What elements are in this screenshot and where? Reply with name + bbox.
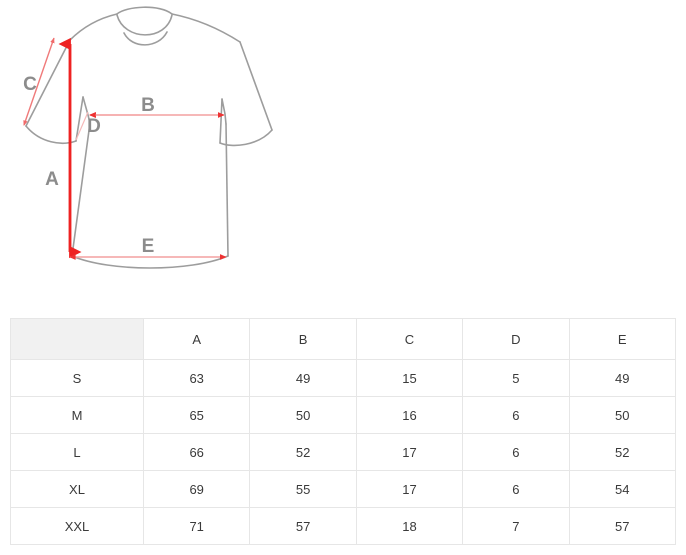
cell-d: 6 — [462, 433, 570, 471]
right-shoulder-line — [171, 13, 241, 43]
right-armhole-line — [221, 98, 227, 125]
cell-c: 17 — [355, 433, 464, 471]
collar-inner-line — [116, 14, 173, 36]
cell-c: 16 — [355, 396, 464, 434]
measure-arrow-d-guide — [75, 111, 89, 141]
measurement-diagram: C A D B E — [23, 6, 273, 269]
cell-c: 17 — [355, 470, 464, 508]
cell-a: 66 — [142, 433, 251, 471]
table-row: S 63 49 15 5 49 — [10, 359, 676, 397]
right-sleeve-outer-line — [239, 41, 273, 131]
header-col-c: C — [355, 318, 464, 360]
table-row: XXL 71 57 18 7 57 — [10, 507, 676, 545]
row-size-label: XXL — [10, 507, 144, 545]
cell-e: 52 — [568, 433, 676, 471]
right-sleeve-inner-line — [219, 98, 223, 144]
header-col-b: B — [249, 318, 357, 360]
table-row: XL 69 55 17 6 54 — [10, 470, 676, 508]
table-header: A B C D E — [10, 318, 676, 360]
cell-e: 49 — [568, 359, 676, 397]
right-side-seam-line — [225, 123, 229, 257]
cell-c: 15 — [355, 359, 464, 397]
header-row: A B C D E — [10, 318, 676, 360]
cell-d: 6 — [462, 470, 570, 508]
cell-a: 71 — [142, 507, 251, 545]
size-table-container: A B C D E S 63 49 15 5 49 M 65 — [10, 318, 676, 545]
cell-e: 57 — [568, 507, 676, 545]
cell-c: 18 — [355, 507, 464, 545]
collar-band-line — [123, 31, 168, 46]
diagram-label-b: B — [141, 95, 155, 116]
measure-arrow-c — [23, 37, 55, 126]
cell-d: 6 — [462, 396, 570, 434]
tshirt-outline — [25, 6, 273, 269]
cell-d: 7 — [462, 507, 570, 545]
cell-b: 49 — [249, 359, 357, 397]
header-corner-cell — [10, 318, 144, 360]
cell-a: 65 — [142, 396, 251, 434]
header-col-a: A — [142, 318, 251, 360]
header-col-e: E — [568, 318, 676, 360]
diagram-label-a: A — [45, 169, 59, 190]
right-sleeve-hem-line — [219, 129, 273, 147]
header-col-d: D — [462, 318, 570, 360]
tshirt-diagram-svg: C A D B E — [23, 6, 273, 269]
left-armhole-line — [82, 96, 91, 124]
table-row: L 66 52 17 6 52 — [10, 433, 676, 471]
cell-b: 50 — [249, 396, 357, 434]
left-shoulder-line — [69, 13, 118, 41]
row-size-label: M — [10, 396, 144, 434]
diagram-label-e: E — [142, 236, 155, 257]
cell-d: 5 — [462, 359, 570, 397]
cell-b: 55 — [249, 470, 357, 508]
bottom-hem-line — [71, 255, 229, 269]
left-sleeve-inner-line — [75, 96, 84, 142]
size-chart-table: A B C D E S 63 49 15 5 49 M 65 — [10, 318, 676, 545]
cell-b: 57 — [249, 507, 357, 545]
row-size-label: L — [10, 433, 144, 471]
cell-a: 63 — [142, 359, 251, 397]
row-size-label: XL — [10, 470, 144, 508]
table-row: M 65 50 16 6 50 — [10, 396, 676, 434]
diagram-label-d: D — [87, 116, 101, 137]
diagram-label-c: C — [23, 74, 37, 95]
row-size-label: S — [10, 359, 144, 397]
left-sleeve-hem-line — [25, 125, 77, 144]
table-body: S 63 49 15 5 49 M 65 50 16 6 50 L — [10, 359, 676, 545]
left-side-seam-line — [71, 122, 91, 257]
cell-b: 52 — [249, 433, 357, 471]
cell-e: 54 — [568, 470, 676, 508]
cell-e: 50 — [568, 396, 676, 434]
collar-outer-line — [116, 6, 173, 15]
cell-a: 69 — [142, 470, 251, 508]
